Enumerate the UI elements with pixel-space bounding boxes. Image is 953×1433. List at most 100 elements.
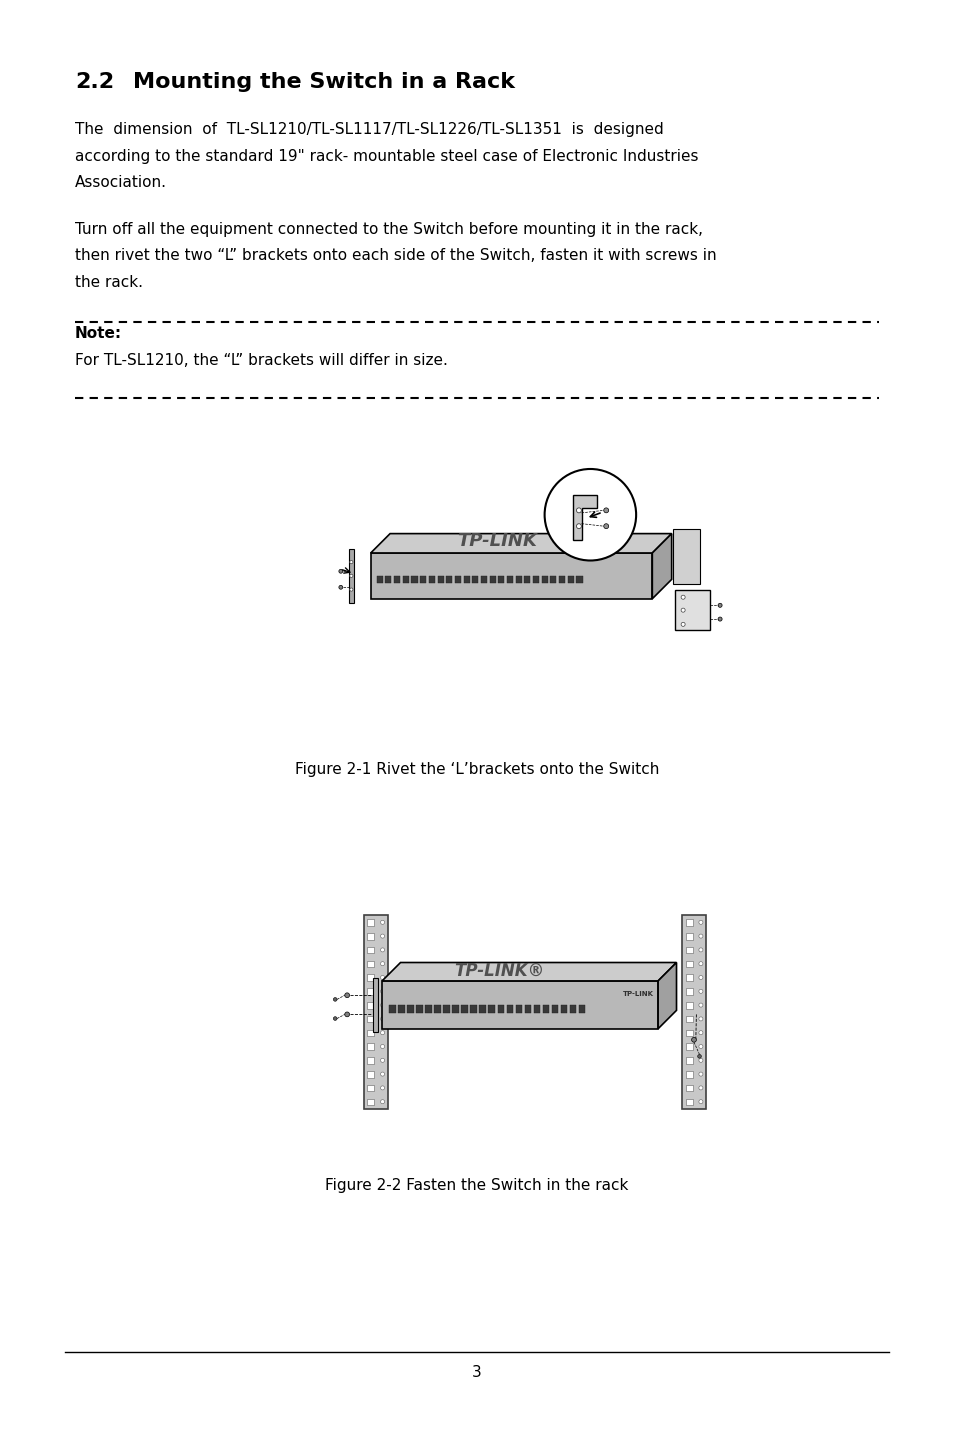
Bar	[675, 590, 710, 631]
Text: TP-LINK®: TP-LINK®	[454, 962, 543, 980]
Bar	[685, 1070, 692, 1078]
Circle shape	[691, 1037, 696, 1042]
Text: then rivet the two “L” brackets onto each side of the Switch, fasten it with scr: then rivet the two “L” brackets onto eac…	[75, 248, 716, 264]
Bar	[363, 916, 387, 1109]
Text: Figure 2-2 Fasten the Switch in the rack: Figure 2-2 Fasten the Switch in the rack	[325, 1178, 628, 1194]
Circle shape	[380, 1003, 384, 1007]
Circle shape	[699, 920, 702, 924]
Bar	[463, 576, 469, 583]
Circle shape	[680, 608, 684, 612]
Circle shape	[380, 1099, 384, 1103]
Circle shape	[699, 1059, 702, 1062]
Text: according to the standard 19" rack- mountable steel case of Electronic Industrie: according to the standard 19" rack- moun…	[75, 149, 698, 163]
Text: TP-LINK: TP-LINK	[622, 992, 653, 997]
Bar	[515, 1005, 521, 1013]
Text: the rack.: the rack.	[75, 275, 143, 289]
Bar	[367, 1058, 374, 1063]
Bar	[533, 1005, 539, 1013]
Circle shape	[338, 569, 342, 573]
Bar	[685, 960, 692, 967]
Circle shape	[380, 1086, 384, 1091]
Circle shape	[603, 507, 608, 513]
Bar	[685, 1043, 692, 1050]
Bar	[367, 933, 374, 940]
Bar	[394, 576, 399, 583]
Bar	[367, 1029, 374, 1036]
Circle shape	[380, 1059, 384, 1062]
Bar	[524, 1005, 531, 1013]
Bar	[685, 919, 692, 926]
Text: 3: 3	[472, 1366, 481, 1380]
Bar	[389, 1005, 395, 1013]
Bar	[470, 1005, 476, 1013]
Bar	[685, 933, 692, 940]
Circle shape	[380, 1045, 384, 1049]
Bar	[550, 576, 556, 583]
Bar	[419, 576, 426, 583]
Polygon shape	[652, 533, 671, 599]
Bar	[560, 1005, 567, 1013]
Bar	[434, 1005, 440, 1013]
Circle shape	[697, 1055, 700, 1058]
Circle shape	[350, 588, 353, 592]
Circle shape	[718, 603, 721, 608]
Bar	[685, 1002, 692, 1009]
Bar	[367, 1099, 374, 1105]
Bar	[376, 576, 382, 583]
Bar	[397, 1005, 404, 1013]
Circle shape	[380, 976, 384, 980]
Bar	[367, 960, 374, 967]
Text: Note:: Note:	[75, 325, 122, 341]
Bar	[506, 1005, 513, 1013]
Circle shape	[544, 469, 636, 560]
Bar	[367, 1085, 374, 1092]
Bar	[681, 916, 705, 1109]
Circle shape	[699, 1099, 702, 1103]
Bar	[497, 1005, 503, 1013]
Circle shape	[699, 1003, 702, 1007]
Bar	[472, 576, 477, 583]
Circle shape	[350, 560, 353, 563]
Polygon shape	[382, 982, 658, 1029]
Bar	[480, 576, 486, 583]
Polygon shape	[349, 549, 354, 603]
Circle shape	[380, 962, 384, 966]
Circle shape	[699, 934, 702, 939]
Bar	[578, 1005, 585, 1013]
Bar	[367, 1070, 374, 1078]
Bar	[455, 576, 460, 583]
Text: 2.2: 2.2	[75, 72, 114, 92]
Circle shape	[699, 947, 702, 952]
Bar	[685, 1099, 692, 1105]
Circle shape	[699, 1030, 702, 1035]
Bar	[685, 947, 692, 953]
Circle shape	[380, 1072, 384, 1076]
Polygon shape	[382, 963, 676, 982]
Text: TP-LINK: TP-LINK	[456, 532, 537, 550]
Bar	[524, 576, 530, 583]
Circle shape	[350, 575, 353, 577]
Circle shape	[603, 523, 608, 529]
Bar	[367, 974, 374, 982]
Circle shape	[333, 1016, 336, 1020]
Circle shape	[338, 585, 342, 589]
Bar	[402, 576, 409, 583]
Circle shape	[680, 622, 684, 626]
Text: For TL-SL1210, the “L” brackets will differ in size.: For TL-SL1210, the “L” brackets will dif…	[75, 353, 447, 368]
Bar	[443, 1005, 450, 1013]
Circle shape	[380, 934, 384, 939]
Circle shape	[699, 989, 702, 993]
Bar	[516, 576, 521, 583]
Bar	[685, 974, 692, 982]
Text: Association.: Association.	[75, 175, 167, 191]
Bar	[541, 576, 547, 583]
Bar	[437, 576, 443, 583]
Bar	[488, 1005, 495, 1013]
Circle shape	[699, 976, 702, 980]
Circle shape	[699, 1045, 702, 1049]
Bar	[685, 1016, 692, 1022]
Circle shape	[699, 1072, 702, 1076]
Circle shape	[576, 507, 580, 513]
Circle shape	[380, 920, 384, 924]
Bar	[506, 576, 513, 583]
